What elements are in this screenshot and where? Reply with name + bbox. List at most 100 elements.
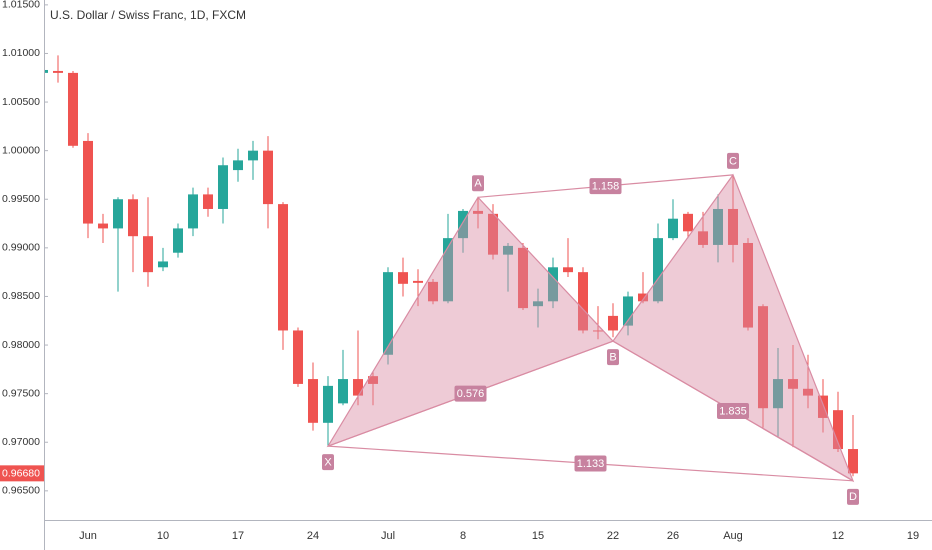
ratio-label: 0.576	[457, 388, 485, 400]
candle-body	[788, 379, 798, 389]
candle-body	[383, 272, 393, 355]
y-tick-label: 0.99000	[2, 242, 40, 254]
chart-title: U.S. Dollar / Swiss Franc, 1D, FXCM	[50, 8, 246, 22]
y-tick-label: 0.97500	[2, 387, 40, 399]
point-label: C	[729, 155, 737, 167]
candle-body	[68, 72, 78, 146]
x-tick-label: 15	[532, 530, 544, 542]
y-tick-label: 0.99500	[2, 193, 40, 205]
ratio-label: 1.133	[577, 458, 605, 470]
candle-body	[428, 281, 438, 302]
y-tick-label: 1.00000	[2, 144, 40, 156]
candle-body	[128, 199, 138, 237]
y-tick-label: 1.00500	[2, 96, 40, 108]
point-label-box	[607, 349, 619, 366]
candle-body	[398, 272, 408, 284]
ratio-label-box	[574, 455, 607, 472]
candle-body	[833, 410, 843, 450]
point-label-box	[472, 175, 484, 192]
candle-body	[158, 261, 168, 268]
candle-body	[293, 330, 303, 384]
x-tick-label: 19	[907, 530, 919, 542]
candle-body	[758, 306, 768, 409]
candle-body	[278, 204, 288, 331]
ratio-label-box	[589, 178, 622, 195]
x-tick-label: 8	[460, 530, 466, 542]
x-tick-label: 22	[607, 530, 619, 542]
point-label-box	[847, 488, 859, 505]
candle-body	[113, 199, 123, 229]
y-tick-label: 0.96500	[2, 485, 40, 497]
candle-body	[188, 194, 198, 229]
candle-body	[593, 330, 603, 332]
point-label: X	[324, 457, 332, 469]
plot-area	[45, 55, 858, 483]
point-label: D	[849, 491, 857, 503]
candle-body	[743, 242, 753, 328]
candle-body	[533, 301, 543, 307]
candle-body	[698, 231, 708, 245]
candle-body	[623, 296, 633, 326]
candle-body	[473, 210, 483, 214]
y-tick-label: 0.98000	[2, 339, 40, 351]
candle-body	[368, 376, 378, 384]
candle-body	[668, 218, 678, 239]
candle-body	[653, 238, 663, 302]
candle-body	[98, 223, 108, 229]
x-tick-label: Jun	[79, 530, 97, 542]
candle-body	[233, 160, 243, 171]
x-tick-label: Jul	[381, 530, 395, 542]
y-tick-label: 1.01500	[2, 0, 40, 11]
candle-body	[518, 247, 528, 309]
ratio-label-box	[454, 385, 487, 402]
candle-body	[563, 267, 573, 273]
y-tick-label: 0.97000	[2, 436, 40, 448]
candle-body	[548, 267, 558, 302]
y-tick-label: 0.98500	[2, 290, 40, 302]
candle-body	[248, 150, 258, 161]
candle-body	[848, 449, 858, 474]
candle-body	[53, 70, 63, 73]
candle-body	[818, 395, 828, 418]
candle-body	[413, 280, 423, 283]
candle-body	[503, 245, 513, 255]
candle-body	[83, 140, 93, 224]
last-price-label: 0.96680	[2, 468, 40, 480]
candle-body	[728, 208, 738, 245]
candle-body	[488, 213, 498, 255]
point-label-box	[727, 152, 739, 169]
candle-body	[578, 272, 588, 331]
ratio-label: 1.835	[719, 405, 747, 417]
candle-body	[713, 208, 723, 245]
x-tick-label: 26	[667, 530, 679, 542]
x-tick-label: Aug	[723, 530, 743, 542]
x-tick-label: 24	[307, 530, 319, 542]
candle-body	[308, 379, 318, 423]
point-label-box	[322, 454, 334, 471]
x-tick-label: 17	[232, 530, 244, 542]
candle-body	[143, 236, 153, 273]
candle-body	[45, 69, 48, 73]
candle-body	[323, 385, 333, 423]
point-label: A	[474, 178, 482, 190]
candle-body	[263, 150, 273, 205]
candle-body	[608, 315, 618, 331]
y-tick-label: 1.01000	[2, 47, 40, 59]
candle-body	[638, 293, 648, 302]
candle-body	[203, 194, 213, 209]
last-price-tag	[0, 465, 44, 482]
candle-body	[773, 379, 783, 409]
candle-body	[458, 210, 468, 239]
candle-body	[443, 238, 453, 302]
ratio-label: 1.158	[592, 180, 620, 192]
candle-body	[338, 379, 348, 404]
x-tick-label: 10	[157, 530, 169, 542]
candle-body	[173, 228, 183, 253]
x-tick-label: 12	[832, 530, 844, 542]
candle-body	[218, 165, 228, 209]
candle-body	[353, 379, 363, 396]
point-label: B	[609, 352, 616, 364]
ratio-label-box	[717, 402, 749, 419]
